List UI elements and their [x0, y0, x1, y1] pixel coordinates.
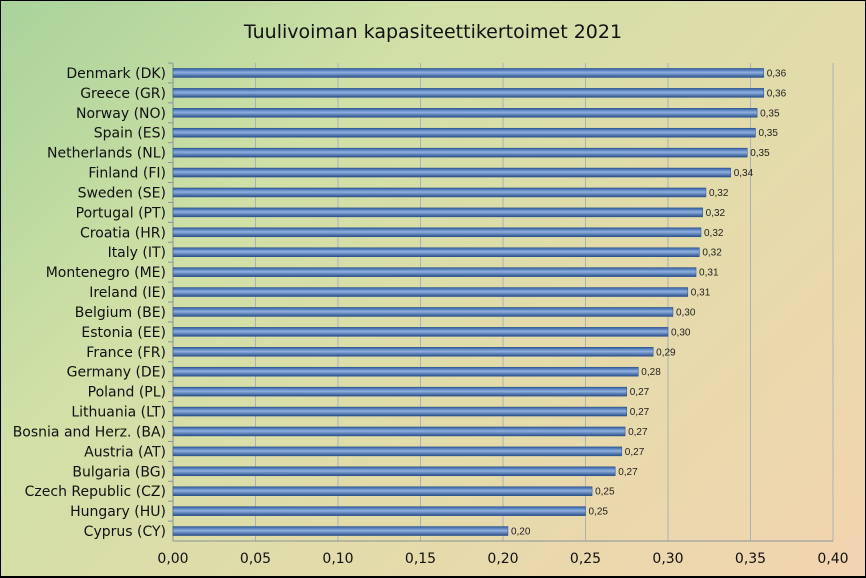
bar-14	[172, 347, 654, 357]
bar-21	[172, 486, 593, 496]
bar-9	[172, 247, 700, 257]
category-label: Estonia (EE)	[81, 325, 166, 341]
value-label: 0,35	[758, 128, 778, 139]
category-label: Sweden (SE)	[78, 185, 166, 201]
category-label: Ireland (IE)	[89, 285, 166, 301]
value-label: 0,32	[706, 208, 726, 219]
value-label: 0,35	[750, 148, 770, 159]
category-label: Denmark (DK)	[66, 66, 166, 82]
bar-4	[172, 147, 748, 158]
value-label: 0,25	[595, 487, 615, 498]
value-label: 0,20	[511, 527, 531, 538]
x-tick-label: 0,30	[652, 551, 683, 567]
value-label: 0,27	[625, 447, 645, 458]
bar-2	[172, 108, 758, 118]
chart-title: Tuulivoiman kapasiteettikertoimet 2021	[243, 21, 623, 43]
category-label: Hungary (HU)	[70, 504, 166, 520]
category-label: Austria (AT)	[84, 444, 166, 460]
category-label: Lithuania (LT)	[71, 405, 166, 421]
bar-23	[172, 526, 509, 536]
category-label: Norway (NO)	[76, 106, 166, 122]
value-label: 0,27	[630, 407, 650, 418]
bar-17	[172, 406, 627, 417]
bar-12	[172, 307, 674, 317]
category-label: Germany (DE)	[67, 365, 166, 381]
value-label: 0,35	[760, 108, 780, 119]
value-label: 0,27	[618, 467, 638, 478]
value-label: 0,34	[734, 168, 754, 179]
bar-11	[172, 287, 689, 297]
category-label: Croatia (HR)	[80, 225, 166, 241]
value-label: 0,31	[691, 288, 711, 299]
x-tick-label: 0,25	[570, 551, 601, 567]
value-label: 0,32	[704, 228, 724, 239]
value-label: 0,29	[656, 347, 676, 358]
value-label: 0,36	[767, 68, 787, 79]
category-label: Spain (ES)	[94, 126, 166, 142]
x-tick-label: 0,20	[487, 551, 518, 567]
category-label: Bulgaria (BG)	[72, 464, 166, 480]
bar-13	[172, 327, 669, 337]
category-label: France (FR)	[86, 345, 166, 361]
x-tick-label: 0,10	[322, 551, 353, 567]
category-label: Bosnia and Herz. (BA)	[13, 424, 166, 440]
x-tick-label: 0,00	[157, 551, 188, 567]
value-label: 0,27	[630, 387, 650, 398]
category-label: Poland (PL)	[88, 385, 166, 401]
bar-20	[172, 466, 616, 477]
value-label: 0,32	[702, 248, 722, 259]
category-label: Belgium (BE)	[75, 305, 166, 321]
category-label: Greece (GR)	[80, 86, 166, 102]
bar-22	[172, 506, 586, 516]
bar-0	[172, 68, 764, 78]
x-tick-label: 0,40	[817, 551, 848, 567]
value-label: 0,31	[699, 268, 719, 279]
category-label: Portugal (PT)	[76, 205, 166, 221]
value-label: 0,30	[676, 307, 696, 318]
bar-8	[172, 227, 702, 238]
bar-15	[172, 366, 639, 377]
bar-16	[172, 386, 627, 397]
bar-3	[172, 127, 756, 138]
category-label: Montenegro (ME)	[46, 265, 166, 281]
value-label: 0,30	[671, 327, 691, 338]
value-label: 0,32	[709, 188, 729, 199]
x-tick-label: 0,35	[735, 551, 766, 567]
value-label: 0,27	[628, 427, 648, 438]
value-label: 0,25	[589, 507, 609, 518]
bar-6	[172, 187, 707, 198]
bar-18	[172, 426, 626, 437]
bar-19	[172, 446, 623, 457]
x-tick-label: 0,05	[240, 551, 271, 567]
x-tick-label: 0,15	[405, 551, 436, 567]
value-label: 0,28	[641, 367, 661, 378]
category-label: Finland (FI)	[88, 166, 166, 182]
category-label: Cyprus (CY)	[84, 524, 166, 540]
bar-1	[172, 88, 764, 98]
category-label: Netherlands (NL)	[47, 146, 166, 162]
category-label: Italy (IT)	[108, 245, 166, 261]
bar-5	[172, 167, 731, 178]
value-label: 0,36	[767, 88, 787, 99]
category-label: Czech Republic (CZ)	[25, 484, 166, 500]
bar-7	[172, 207, 703, 218]
bar-10	[172, 267, 697, 277]
